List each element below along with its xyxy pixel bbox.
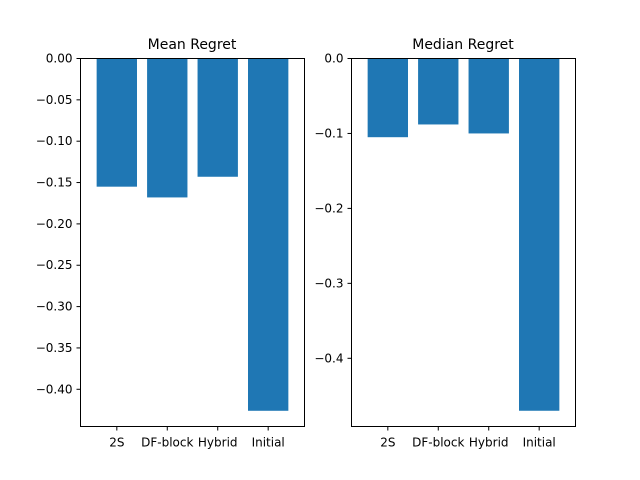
- mean-regret-bar-initial: [248, 58, 289, 411]
- mean-regret-y-tick-label: −0.30: [36, 300, 73, 314]
- median-regret-frame: [351, 58, 576, 427]
- median-regret-x-ticks: 2S DF-block Hybrid Initial: [380, 426, 556, 450]
- mean-regret-x-tick-label: Initial: [252, 436, 285, 450]
- mean-regret-y-tick-label: −0.05: [36, 93, 73, 107]
- median-regret-bar-2s: [367, 58, 408, 138]
- mean-regret-y-tick-label: −0.35: [36, 341, 73, 355]
- median-regret-y-ticks: 0.0 −0.1 −0.2 −0.3 −0.4: [314, 52, 352, 365]
- mean-regret-bar-hybrid: [197, 58, 238, 177]
- mean-regret-y-tick-label: 0.00: [46, 52, 73, 66]
- mean-regret-y-ticks: 0.00 −0.05 −0.10 −0.15 −0.20 −0.25 −0.30 −0.35 −…: [36, 52, 81, 396]
- median-regret-bar-initial: [519, 58, 560, 411]
- mean-regret-y-tick-label: −0.25: [36, 258, 73, 272]
- mean-regret-frame: [80, 58, 305, 427]
- median-regret-bars: [367, 58, 560, 411]
- mean-regret-y-tick-label: −0.20: [36, 217, 73, 231]
- mean-regret-axes: Mean Regret 0.00 −0.05 −0.10 −0.15 −0.20 −0.2…: [36, 37, 305, 450]
- mean-regret-x-ticks: 2S DF-block Hybrid Initial: [109, 426, 285, 450]
- median-regret-y-tick-label: −0.3: [314, 276, 343, 290]
- mean-regret-y-tick-label: −0.40: [36, 382, 73, 396]
- median-regret-bar-hybrid: [468, 58, 509, 134]
- median-regret-title: Median Regret: [412, 37, 514, 53]
- mean-regret-bars: [96, 58, 289, 411]
- median-regret-y-tick-label: −0.2: [314, 201, 343, 215]
- mean-regret-x-tick-label: 2S: [109, 436, 124, 450]
- mean-regret-x-tick-label: DF-block: [141, 436, 193, 450]
- median-regret-bar-df-block: [418, 58, 459, 125]
- median-regret-x-tick-label: DF-block: [412, 436, 464, 450]
- mean-regret-y-tick-label: −0.15: [36, 176, 73, 190]
- median-regret-y-tick-label: 0.0: [324, 52, 343, 66]
- median-regret-x-tick-label: 2S: [380, 436, 395, 450]
- mean-regret-bar-2s: [96, 58, 137, 187]
- mean-regret-title: Mean Regret: [148, 37, 237, 53]
- mean-regret-bar-df-block: [147, 58, 188, 198]
- median-regret-y-tick-label: −0.1: [314, 126, 343, 140]
- median-regret-y-tick-label: −0.4: [314, 351, 343, 365]
- mean-regret-y-tick-label: −0.10: [36, 134, 73, 148]
- median-regret-x-tick-label: Hybrid: [469, 436, 509, 450]
- median-regret-axes: Median Regret 0.0 −0.1 −0.2 −0.3 −0.4 2S DF-b…: [314, 37, 576, 450]
- mean-regret-x-tick-label: Hybrid: [198, 436, 238, 450]
- median-regret-x-tick-label: Initial: [523, 436, 556, 450]
